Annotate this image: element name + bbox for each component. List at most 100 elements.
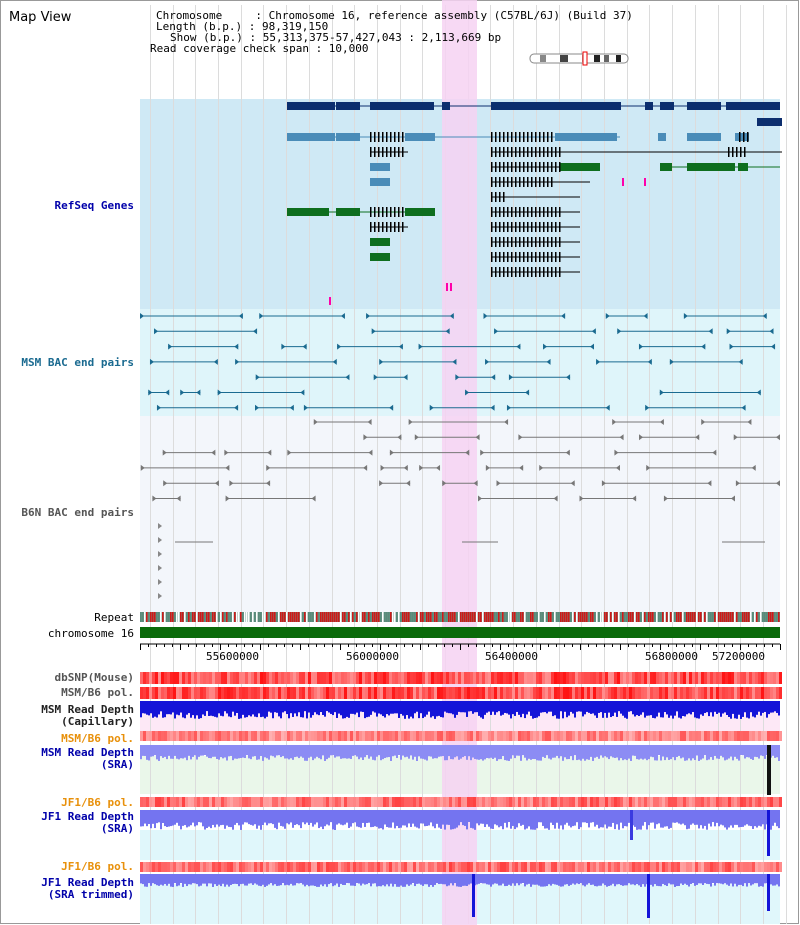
polymorphism-cell (773, 731, 776, 741)
track-label-refseq-genes[interactable]: RefSeq Genes (54, 199, 134, 212)
gene-exon (495, 162, 497, 172)
track-label-jf1-trimmed[interactable]: JF1 Read Depth (41, 876, 134, 889)
bac-end-marker (566, 374, 571, 381)
polymorphism-cell (287, 797, 290, 807)
read-depth-bar (568, 810, 570, 826)
read-depth-bar (640, 701, 642, 715)
gene-exon (539, 162, 541, 172)
polymorphism-cell (626, 797, 629, 807)
polymorphism-cell (467, 797, 470, 807)
read-depth-bar (542, 810, 544, 826)
read-depth-bar (264, 810, 266, 823)
read-depth-bar (668, 810, 670, 829)
read-depth-bar (400, 810, 402, 828)
bac-end-marker (234, 343, 239, 350)
polymorphism-cell (515, 797, 518, 807)
gene-exon (547, 177, 549, 187)
polymorphism-cell (623, 862, 626, 872)
bac-end-marker (373, 374, 378, 381)
repeat-element (172, 612, 174, 622)
polymorphism-cell (281, 862, 284, 872)
polymorphism-cell (389, 672, 392, 684)
read-depth-bar (724, 745, 726, 761)
read-depth-bar (188, 810, 190, 827)
read-depth-bar (716, 701, 718, 714)
read-depth-bar (646, 745, 648, 761)
read-depth-bar (706, 745, 708, 761)
polymorphism-cell (779, 797, 782, 807)
track-label-msm-depth-sra[interactable]: MSM Read Depth (41, 746, 134, 759)
gene-exon (491, 132, 493, 142)
read-depth-bar (502, 701, 504, 715)
track-label-msm-b6-pol-2[interactable]: MSM/B6 pol. (61, 732, 134, 745)
read-depth-bar (242, 810, 244, 825)
read-depth-bar (698, 810, 700, 829)
polymorphism-cell (515, 731, 518, 741)
read-depth-bar (414, 810, 416, 827)
repeat-element (746, 612, 748, 622)
polymorphism-cell (299, 797, 302, 807)
track-label-msm-bac[interactable]: MSM BAC end pairs (21, 356, 134, 369)
read-depth-bar (220, 745, 222, 758)
repeat-element (438, 612, 440, 622)
track-label-msm-b6-pol[interactable]: MSM/B6 pol. (61, 686, 134, 699)
track-label-jf1-pol-2[interactable]: JF1/B6 pol. (61, 860, 134, 873)
polymorphism-cell (521, 731, 524, 741)
read-depth-bar (212, 745, 214, 757)
read-depth-bar (176, 874, 178, 887)
polymorphism-cell (767, 731, 770, 741)
bac-end-marker (617, 328, 622, 335)
gene-exon (543, 162, 545, 172)
track-label-jf1-pol[interactable]: JF1/B6 pol. (61, 796, 134, 809)
repeat-element (636, 612, 638, 622)
read-depth-bar (436, 701, 438, 717)
read-depth-bar (302, 701, 304, 718)
polymorphism-cell (536, 731, 539, 741)
gene-exon (378, 207, 380, 217)
polymorphism-cell (527, 687, 530, 699)
polymorphism-cell (380, 687, 383, 699)
polymorphism-cell (440, 797, 443, 807)
gene-exon (503, 237, 505, 247)
read-depth-bar (750, 810, 752, 827)
gene-exon (515, 252, 517, 262)
polymorphism-cell (740, 797, 743, 807)
polymorphism-cell (212, 731, 215, 741)
gene-exon (503, 192, 505, 202)
track-label-b6n-bac[interactable]: B6N BAC end pairs (21, 506, 134, 519)
read-depth-bar (452, 701, 454, 715)
track-label-msm-depth-capillary[interactable]: MSM Read Depth (41, 703, 134, 716)
polymorphism-cell (566, 862, 569, 872)
repeat-element (402, 612, 404, 622)
read-depth-bar (358, 874, 360, 884)
gene-exon (503, 147, 505, 157)
polymorphism-cell (335, 797, 338, 807)
polymorphism-cell (680, 687, 683, 699)
read-depth-bar (394, 745, 396, 756)
polymorphism-cell (188, 862, 191, 872)
read-depth-bar (260, 745, 262, 757)
track-label-dbsnp[interactable]: dbSNP(Mouse) (54, 671, 134, 684)
read-depth-bar (572, 874, 574, 884)
gene-exon (515, 207, 517, 217)
repeat-element (730, 612, 732, 622)
read-depth-bar (332, 701, 334, 716)
read-depth-bar (716, 874, 718, 884)
polymorphism-cell (773, 672, 776, 684)
read-depth-bar (442, 874, 444, 885)
read-depth-bar (322, 810, 324, 830)
polymorphism-cell (329, 862, 332, 872)
read-depth-bar (420, 745, 422, 759)
repeat-element (320, 612, 322, 622)
gene-exon (491, 147, 493, 157)
read-depth-bar (370, 810, 372, 828)
polymorphism-cell (761, 672, 764, 684)
read-depth-bar (722, 874, 724, 885)
read-depth-bar (444, 874, 446, 885)
read-depth-bar (292, 701, 294, 717)
polymorphism-cell (485, 687, 488, 699)
polymorphism-cell (767, 672, 770, 684)
bac-end-marker (436, 464, 441, 471)
read-depth-bar (230, 745, 232, 756)
track-label-jf1-depth[interactable]: JF1 Read Depth (41, 810, 134, 823)
